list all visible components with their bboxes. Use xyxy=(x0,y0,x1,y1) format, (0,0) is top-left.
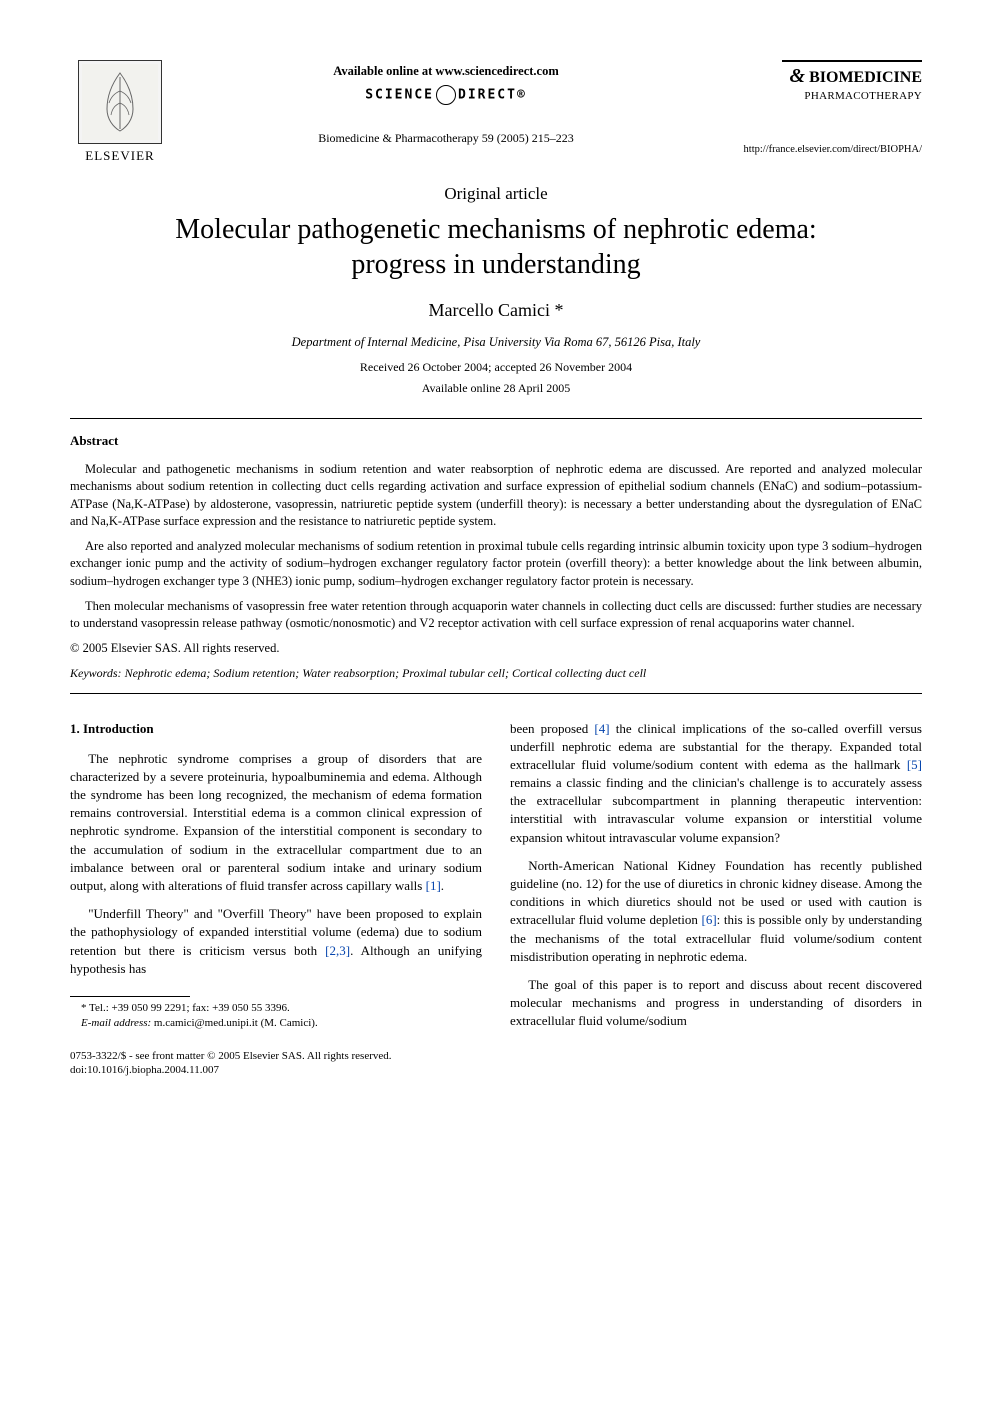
page: ELSEVIER Available online at www.science… xyxy=(0,0,992,1128)
abstract-p3: Then molecular mechanisms of vasopressin… xyxy=(70,598,922,633)
email-address[interactable]: m.camici@med.unipi.it (M. Camici). xyxy=(151,1017,318,1029)
corr-footnote: * Tel.: +39 050 99 2291; fax: +39 050 55… xyxy=(70,1001,482,1031)
right-p3: The goal of this paper is to report and … xyxy=(510,976,922,1031)
publisher-logo-block: ELSEVIER xyxy=(70,60,170,164)
intro-p2: "Underfill Theory" and "Overfill Theory"… xyxy=(70,905,482,978)
journal-citation-line: Biomedicine & Pharmacotherapy 59 (2005) … xyxy=(170,131,722,146)
intro-p1-a: The nephrotic syndrome comprises a group… xyxy=(70,751,482,893)
email-label: E-mail address: xyxy=(81,1017,151,1029)
keywords-text: Nephrotic edema; Sodium retention; Water… xyxy=(122,666,647,680)
affiliation: Department of Internal Medicine, Pisa Un… xyxy=(70,335,922,350)
article-type: Original article xyxy=(70,184,922,204)
left-column: 1. Introduction The nephrotic syndrome c… xyxy=(70,720,482,1079)
journal-name-2: PHARMACOTHERAPY xyxy=(786,90,922,102)
header: ELSEVIER Available online at www.science… xyxy=(70,60,922,164)
right-p1-a: been proposed xyxy=(510,721,594,736)
intro-p1: The nephrotic syndrome comprises a group… xyxy=(70,750,482,896)
body-columns: 1. Introduction The nephrotic syndrome c… xyxy=(70,720,922,1079)
abstract-heading: Abstract xyxy=(70,433,922,449)
journal-logo-rule xyxy=(782,60,922,62)
footnote-rule xyxy=(70,996,190,997)
ref-4[interactable]: [4] xyxy=(594,721,609,736)
ref-1[interactable]: [1] xyxy=(426,878,441,893)
abstract-p1: Molecular and pathogenetic mechanisms in… xyxy=(70,461,922,530)
doi-line: doi:10.1016/j.biopha.2004.11.007 xyxy=(70,1063,482,1078)
journal-logo-block: & BIOMEDICINE PHARMACOTHERAPY http://fra… xyxy=(722,60,922,155)
author: Marcello Camici * xyxy=(70,300,922,321)
sd-swoosh-icon xyxy=(436,85,456,105)
journal-logo: & BIOMEDICINE PHARMACOTHERAPY xyxy=(722,66,922,104)
footnote-tel: * Tel.: +39 050 99 2291; fax: +39 050 55… xyxy=(70,1001,482,1016)
available-online-text: Available online at www.sciencedirect.co… xyxy=(170,64,722,79)
ref-2-3[interactable]: [2,3] xyxy=(325,943,350,958)
title-line-2: progress in understanding xyxy=(351,249,640,280)
elsevier-tree-icon xyxy=(78,60,162,144)
center-header: Available online at www.sciencedirect.co… xyxy=(170,60,722,146)
right-p1-c: remains a classic finding and the clinic… xyxy=(510,775,922,845)
sd-left: SCIENCE xyxy=(365,88,434,103)
right-p2: North-American National Kidney Foundatio… xyxy=(510,857,922,966)
article-title: Molecular pathogenetic mechanisms of nep… xyxy=(70,212,922,282)
copyright: © 2005 Elsevier SAS. All rights reserved… xyxy=(70,640,922,657)
intro-p1-b: . xyxy=(441,878,444,893)
section-1-heading: 1. Introduction xyxy=(70,720,482,738)
sd-right: DIRECT® xyxy=(458,88,527,103)
ampersand-icon: & xyxy=(790,65,806,87)
journal-name-1: BIOMEDICINE xyxy=(809,69,922,86)
sciencedirect-logo: SCIENCE DIRECT® xyxy=(170,85,722,105)
title-line-1: Molecular pathogenetic mechanisms of nep… xyxy=(175,214,816,245)
issn-line: 0753-3322/$ - see front matter © 2005 El… xyxy=(70,1049,482,1064)
ref-6[interactable]: [6] xyxy=(701,912,716,927)
received-accepted-dates: Received 26 October 2004; accepted 26 No… xyxy=(70,360,922,375)
ref-5[interactable]: [5] xyxy=(907,757,922,772)
online-date: Available online 28 April 2005 xyxy=(70,381,922,396)
right-column: been proposed [4] the clinical implicati… xyxy=(510,720,922,1079)
footer-meta: 0753-3322/$ - see front matter © 2005 El… xyxy=(70,1049,482,1079)
journal-url[interactable]: http://france.elsevier.com/direct/BIOPHA… xyxy=(722,144,922,155)
keywords-line: Keywords: Nephrotic edema; Sodium retent… xyxy=(70,666,922,681)
footnote-email-line: E-mail address: m.camici@med.unipi.it (M… xyxy=(70,1016,482,1031)
publisher-label: ELSEVIER xyxy=(85,148,154,164)
right-p1: been proposed [4] the clinical implicati… xyxy=(510,720,922,847)
abstract-block: Abstract Molecular and pathogenetic mech… xyxy=(70,418,922,694)
keywords-label: Keywords: xyxy=(70,666,122,680)
abstract-p2: Are also reported and analyzed molecular… xyxy=(70,538,922,590)
